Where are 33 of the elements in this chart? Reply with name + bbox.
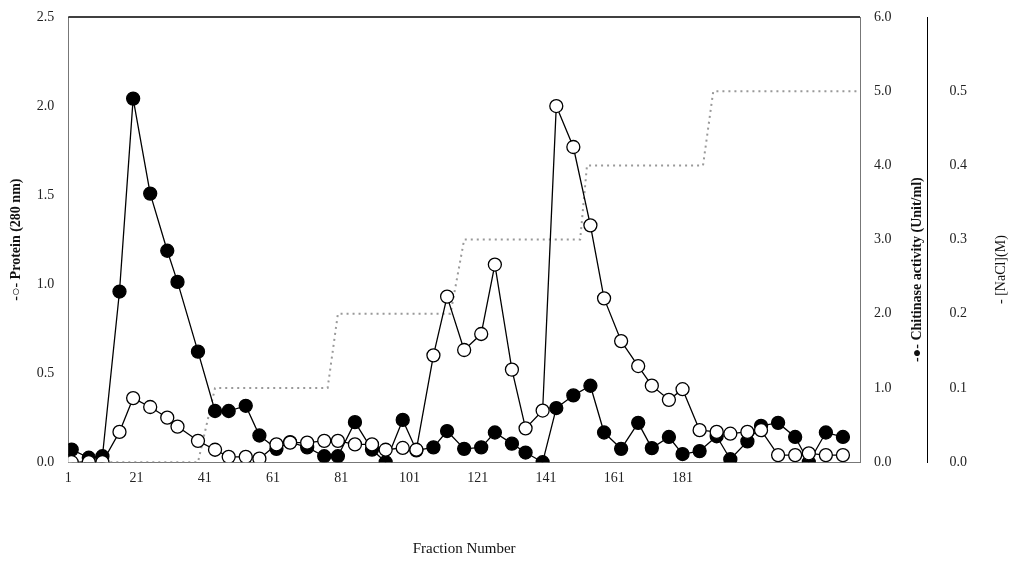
x-tick-label: 181 — [672, 470, 694, 486]
x-tick-label: 41 — [197, 470, 212, 486]
y-tick-label: 0.0 — [36, 453, 55, 469]
y-tick-label: 2.5 — [36, 8, 55, 24]
x-axis-title: Fraction Number — [412, 539, 516, 556]
y2-tick-label: 6.0 — [874, 8, 892, 24]
x-tick-label: 101 — [399, 470, 421, 486]
y2-tick-label: 0.0 — [874, 453, 892, 469]
y3-tick-label: 0.4 — [949, 157, 967, 173]
y3-tick-label: 0.0 — [949, 453, 967, 469]
x-tick-label: 21 — [129, 470, 144, 486]
y2-tick-label: 2.0 — [874, 305, 892, 321]
x-tick-label: 1 — [64, 470, 72, 486]
y3-tick-label: 0.2 — [949, 305, 967, 321]
x-tick-label: 121 — [467, 470, 489, 486]
y2-tick-label: 1.0 — [874, 379, 892, 395]
x-tick-label: 161 — [603, 470, 625, 486]
y2-axis-title: -●- Chitinase activity (Unit/ml) — [909, 176, 926, 362]
y3-tick-label: 0.3 — [949, 231, 967, 247]
y3-tick-label: 0.1 — [949, 379, 967, 395]
y3-tick-label: 0.5 — [949, 82, 967, 98]
y-axis-title: -○- Protein (280 nm) — [8, 178, 25, 301]
y-tick-label: 2.0 — [36, 97, 55, 113]
y2-tick-label: 3.0 — [874, 231, 892, 247]
y2-tick-label: 4.0 — [874, 157, 892, 173]
y-tick-label: 1.5 — [36, 186, 55, 202]
x-tick-label: 141 — [535, 470, 557, 486]
y2-tick-label: 5.0 — [874, 82, 892, 98]
y3-axis-title: - [NaCl](M) — [992, 234, 1009, 305]
x-tick-label: 61 — [266, 470, 281, 486]
x-tick-label: 81 — [334, 470, 349, 486]
y-tick-label: 0.5 — [36, 364, 55, 380]
y-tick-label: 1.0 — [36, 275, 55, 291]
